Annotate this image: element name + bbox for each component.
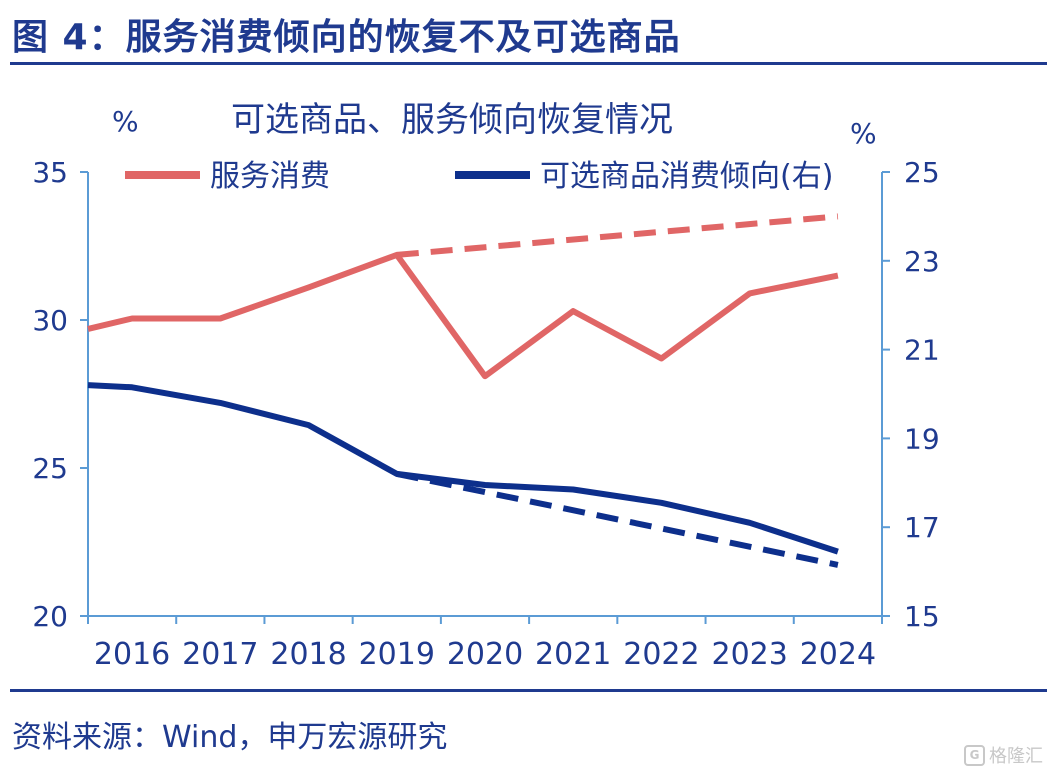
left-tick-label: 25	[32, 452, 68, 485]
x-tick-label: 2021	[535, 637, 611, 672]
source-rule	[10, 689, 1047, 692]
figure-title: 图 4：服务消费倾向的恢复不及可选商品	[12, 17, 681, 58]
line-chart: 20 25 30 35 15 17 19 21 23 25 2016 2017 2018 2019 2020…	[32, 100, 939, 672]
x-tick-label: 2017	[182, 637, 258, 672]
x-tick-label: 2022	[623, 637, 699, 672]
watermark-text: 格隆汇	[989, 746, 1043, 767]
right-tick-label: 15	[904, 600, 940, 633]
chart-legend: 服务消费 可选商品消费倾向(右)	[125, 159, 833, 194]
source-note: 资料来源：Wind，申万宏源研究	[12, 720, 448, 755]
right-axis-unit: %	[850, 117, 877, 150]
right-tick-label: 19	[904, 422, 940, 455]
right-tick-label: 21	[904, 334, 940, 367]
goods-series-dashed-line	[396, 470, 839, 568]
chart-series	[87, 213, 839, 568]
right-tick-label: 25	[904, 156, 940, 189]
x-tick-label: 2016	[94, 637, 170, 672]
x-tick-label: 2019	[359, 637, 435, 672]
right-tick-label: 17	[904, 511, 940, 544]
watermark: G 格隆汇	[964, 742, 1043, 768]
left-tick-label: 35	[32, 156, 68, 189]
chart-title: 可选商品、服务倾向恢复情况	[231, 100, 673, 140]
services-series-dashed-line	[396, 213, 839, 258]
x-tick-label: 2018	[270, 637, 346, 672]
left-tick-label: 30	[32, 304, 68, 337]
x-tick-label: 2024	[800, 637, 876, 672]
services-series-solid-line	[87, 251, 839, 380]
left-axis-unit: %	[112, 105, 139, 138]
goods-series-solid-line	[87, 382, 839, 555]
title-rule	[10, 62, 1047, 65]
left-tick-label: 20	[32, 600, 68, 633]
legend-label-goods: 可选商品消费倾向(右)	[540, 159, 833, 194]
right-tick-label: 23	[904, 245, 940, 278]
watermark-logo-icon: G	[964, 744, 985, 766]
chart-axes: 20 25 30 35 15 17 19 21 23 25 2016 2017 2018 2019 2020…	[32, 156, 939, 672]
legend-label-services: 服务消费	[210, 159, 330, 194]
x-tick-label: 2020	[447, 637, 523, 672]
x-tick-label: 2023	[711, 637, 787, 672]
